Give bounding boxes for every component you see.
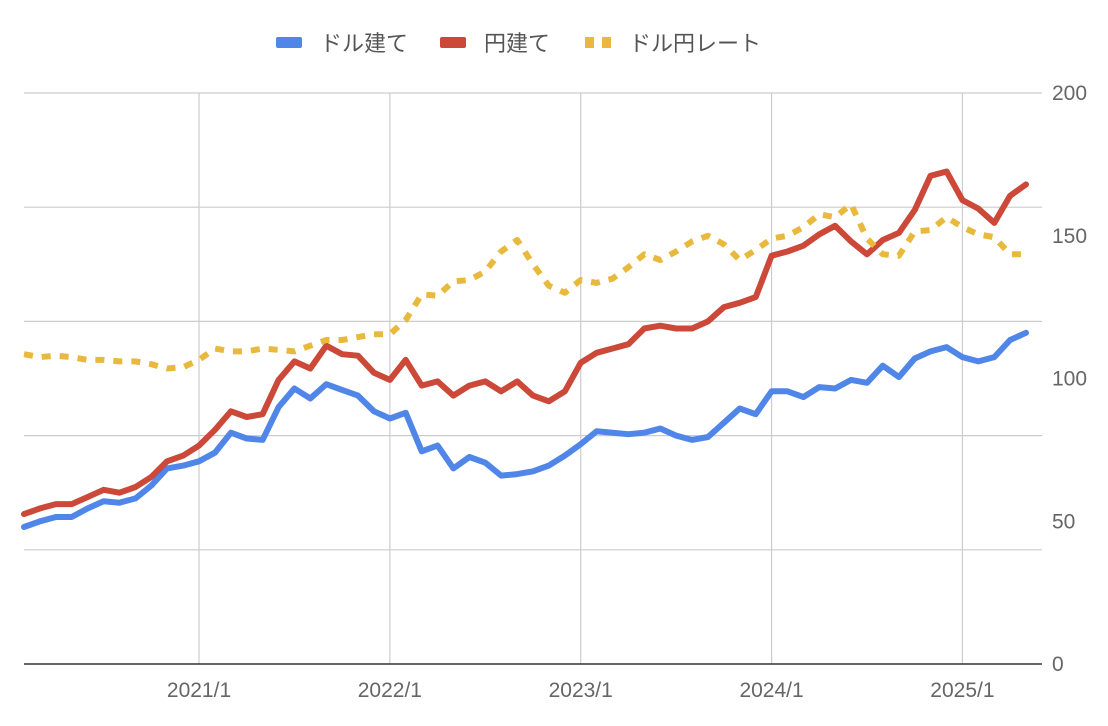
x-tick-label: 2024/1 <box>739 679 803 702</box>
legend-label-2: ドル円レート <box>629 32 761 57</box>
x-tick-label: 2021/1 <box>167 679 231 702</box>
legend-label-1: 円建て <box>484 32 550 57</box>
legend-item-2[interactable]: ドル円レート <box>585 32 761 57</box>
series-lines <box>21 168 1029 530</box>
x-tick-label: 2023/1 <box>549 679 613 702</box>
legend-item-0[interactable]: ドル建て <box>276 32 408 57</box>
series-line-2 <box>23 201 1026 372</box>
x-tick-label: 2022/1 <box>358 679 422 702</box>
legend-item-1[interactable]: 円建て <box>440 32 550 57</box>
legend-swatch-2 <box>585 37 611 48</box>
legend-swatch-0 <box>276 37 302 48</box>
y-tick-label: 50 <box>1052 510 1075 533</box>
y-tick-label: 0 <box>1052 653 1064 676</box>
horizontal-gridlines <box>24 92 1042 551</box>
x-axis-tick-labels: 2021/1 2022/1 2023/1 2024/1 2025/1 <box>167 679 995 702</box>
legend-swatch-1 <box>440 37 466 48</box>
y-tick-label: 200 <box>1052 82 1087 105</box>
series-line-1 <box>21 168 1029 518</box>
y-axis-tick-labels: 0 50 100 150 200 <box>1052 82 1087 676</box>
legend-label-0: ドル建て <box>320 32 408 57</box>
y-tick-label: 150 <box>1052 225 1087 248</box>
series-line-0 <box>21 329 1029 530</box>
legend: ドル建て 円建て ドル円レート <box>276 32 761 57</box>
y-tick-label: 100 <box>1052 368 1087 391</box>
x-tick-label: 2025/1 <box>930 679 994 702</box>
